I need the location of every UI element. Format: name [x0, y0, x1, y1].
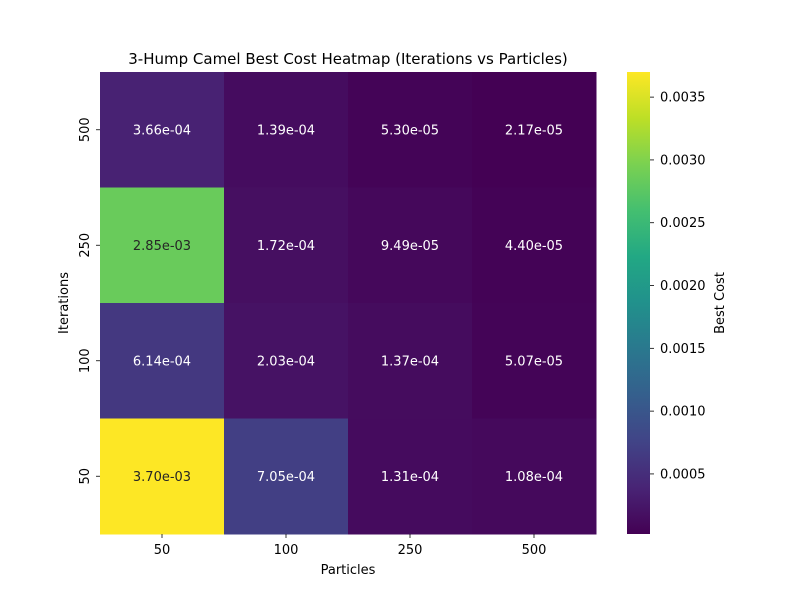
heatmap-cell — [348, 303, 473, 419]
x-axis: 50 100 250 500 — [154, 534, 547, 558]
heatmap-cell — [472, 418, 597, 535]
y-tick-label: 250 — [78, 233, 93, 258]
colorbar-label: Best Cost — [713, 272, 728, 334]
cell-value-label: 7.05e-04 — [257, 470, 315, 485]
x-tick-label: 500 — [522, 543, 547, 558]
chart-title: 3-Hump Camel Best Cost Heatmap (Iteratio… — [128, 50, 567, 68]
heatmap-cell — [472, 187, 597, 304]
heatmap-cell — [224, 72, 349, 188]
cell-value-label: 9.49e-05 — [381, 239, 439, 254]
colorbar-tick-label: 0.0005 — [660, 467, 706, 482]
heatmap-cell — [100, 72, 225, 188]
heatmap-cell — [224, 187, 349, 304]
y-tick-label: 50 — [78, 468, 93, 485]
heatmap-cells: 3.66e-04 1.39e-04 5.30e-05 2.17e-05 2.85e-03… — [100, 72, 597, 535]
x-tick-label: 100 — [274, 543, 299, 558]
colorbar-tick-label: 0.0025 — [660, 216, 706, 231]
cell-value-label: 1.37e-04 — [381, 354, 439, 369]
heatmap-cell — [224, 303, 349, 419]
y-axis: 500 250 100 50 — [78, 117, 100, 485]
colorbar-tick-label: 0.0035 — [660, 91, 706, 106]
cell-value-label: 2.85e-03 — [133, 239, 191, 254]
y-axis-label: Iterations — [57, 272, 72, 334]
heatmap-cell — [100, 418, 225, 535]
heatmap-cell — [100, 303, 225, 419]
x-tick-label: 50 — [154, 543, 171, 558]
cell-value-label: 1.39e-04 — [257, 123, 315, 138]
cell-value-label: 3.70e-03 — [133, 470, 191, 485]
heatmap-cell — [224, 418, 349, 535]
heatmap-cell — [348, 187, 473, 304]
cell-value-label: 1.31e-04 — [381, 470, 439, 485]
cell-value-label: 2.17e-05 — [505, 123, 563, 138]
y-tick-label: 500 — [78, 117, 93, 142]
colorbar-tick-label: 0.0015 — [660, 342, 706, 357]
colorbar-tick-label: 0.0010 — [660, 405, 706, 420]
x-axis-label: Particles — [321, 563, 376, 578]
cell-value-label: 4.40e-05 — [505, 239, 563, 254]
cell-value-label: 2.03e-04 — [257, 354, 315, 369]
colorbar — [627, 72, 650, 534]
cell-value-label: 5.07e-05 — [505, 354, 563, 369]
heatmap-cell — [100, 187, 225, 304]
cell-value-label: 1.08e-04 — [505, 470, 563, 485]
cell-value-label: 5.30e-05 — [381, 123, 439, 138]
x-tick-label: 250 — [398, 543, 423, 558]
heatmap-cell — [348, 72, 473, 188]
colorbar-ticks: 0.0005 0.0010 0.0015 0.0020 0.0025 0.0030 0.00… — [650, 91, 706, 482]
colorbar-tick-label: 0.0030 — [660, 153, 706, 168]
colorbar-tick-label: 0.0020 — [660, 279, 706, 294]
y-tick-label: 100 — [78, 348, 93, 373]
cell-value-label: 1.72e-04 — [257, 239, 315, 254]
cell-value-label: 3.66e-04 — [133, 123, 191, 138]
heatmap-cell — [472, 303, 597, 419]
heatmap-cell — [348, 418, 473, 535]
cell-value-label: 6.14e-04 — [133, 354, 191, 369]
heatmap-cell — [472, 72, 597, 188]
